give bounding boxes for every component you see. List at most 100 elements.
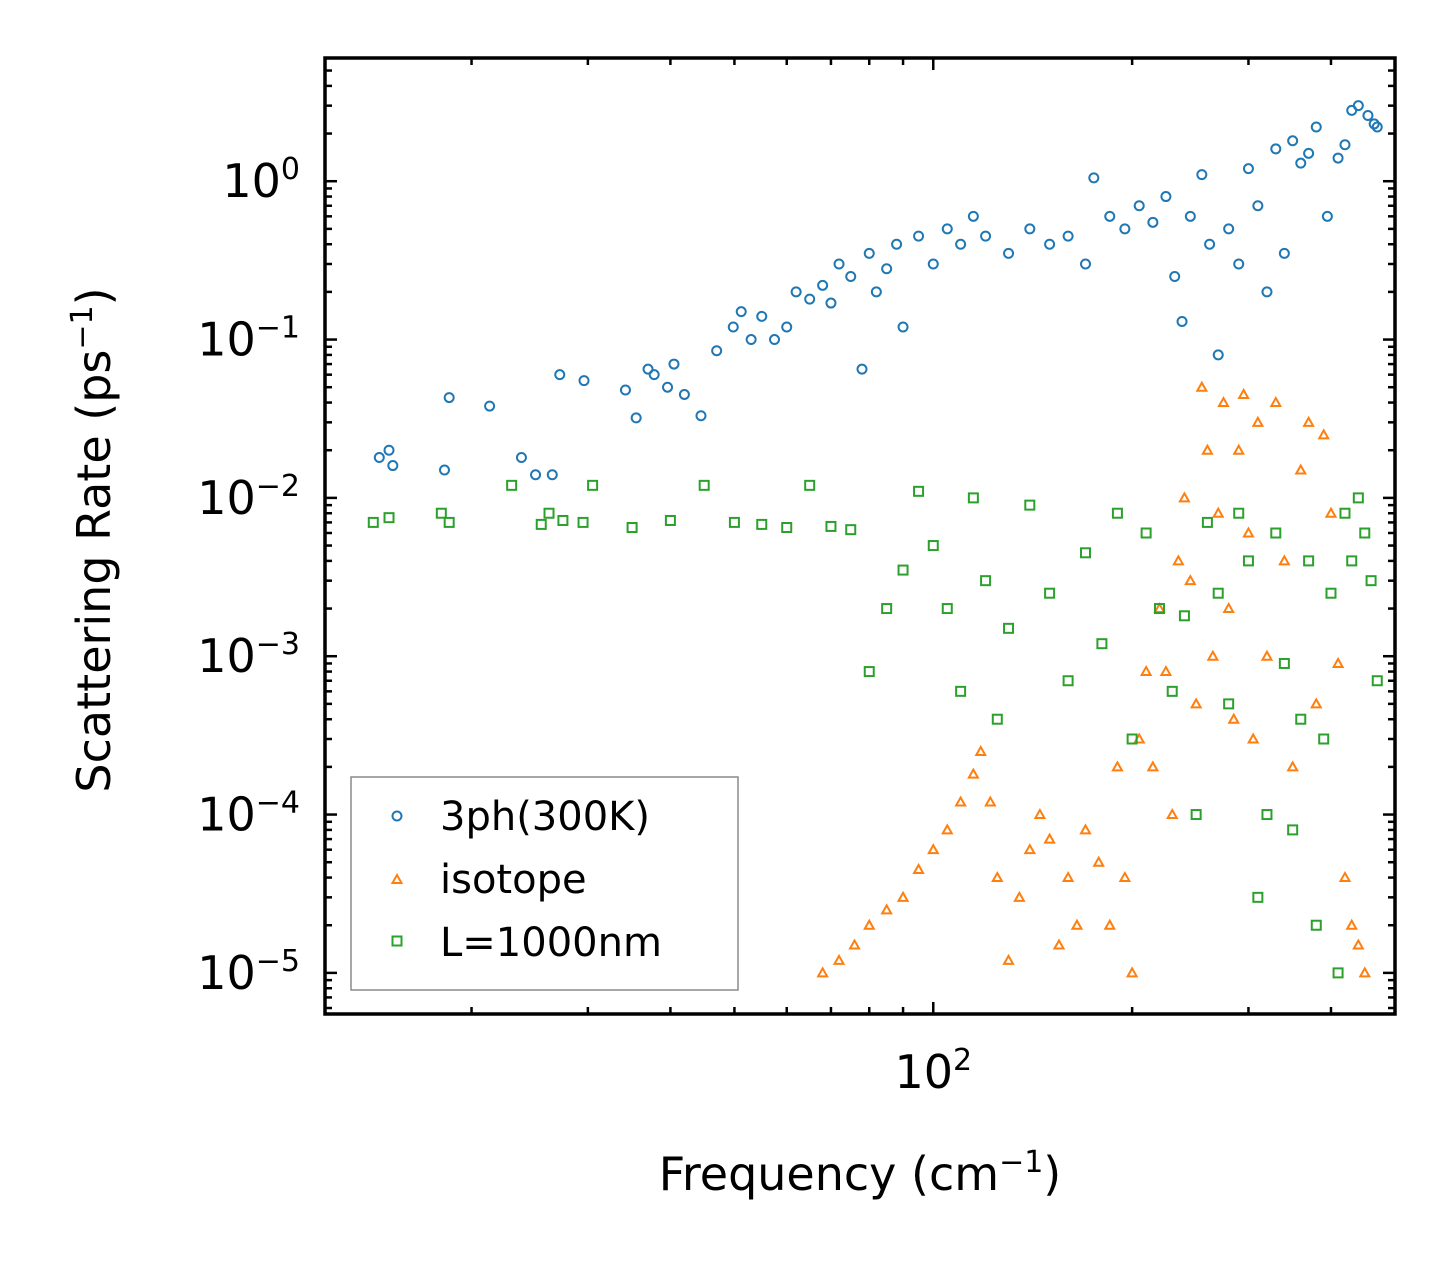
- point-0-28: [817, 279, 829, 291]
- point-0-55: [1169, 271, 1181, 283]
- data-marks: [367, 100, 1383, 979]
- point-1-16: [1023, 843, 1037, 855]
- point-1-23: [1092, 855, 1105, 867]
- point-1-48: [1246, 732, 1260, 744]
- point-1-8: [941, 823, 954, 835]
- point-1-27: [1125, 966, 1139, 978]
- legend-marker-3ph: [391, 810, 403, 822]
- point-2-58: [1339, 507, 1351, 519]
- point-1-44: [1227, 712, 1240, 724]
- point-1-7: [927, 843, 940, 855]
- point-0-1: [387, 460, 399, 472]
- point-2-32: [1062, 675, 1074, 687]
- point-2-2: [435, 507, 447, 519]
- point-1-1: [832, 953, 846, 965]
- point-1-58: [1324, 506, 1338, 518]
- point-2-33: [1080, 547, 1092, 559]
- point-0-13: [642, 363, 654, 375]
- point-2-60: [1352, 492, 1364, 504]
- point-0-57: [1184, 210, 1196, 222]
- point-0-21: [735, 306, 747, 318]
- point-1-19: [1052, 938, 1066, 950]
- point-0-0: [373, 451, 385, 463]
- legend-marker-boundary: [391, 935, 403, 947]
- point-0-69: [1295, 157, 1307, 169]
- point-1-13: [991, 871, 1004, 883]
- point-0-32: [856, 363, 868, 375]
- point-2-16: [804, 479, 816, 491]
- point-1-29: [1139, 665, 1153, 677]
- point-0-59: [1204, 238, 1216, 250]
- point-1-61: [1345, 918, 1358, 930]
- point-1-2: [848, 938, 861, 950]
- point-0-18: [695, 410, 707, 422]
- point-0-25: [781, 321, 793, 333]
- point-1-35: [1178, 491, 1191, 503]
- point-1-22: [1079, 823, 1092, 835]
- y-tick-label: 10−2: [197, 469, 300, 525]
- point-0-8: [546, 469, 558, 481]
- series-0: [373, 100, 1383, 481]
- point-0-40: [941, 223, 953, 235]
- point-1-0: [816, 966, 829, 978]
- point-1-63: [1358, 966, 1371, 978]
- point-1-34: [1172, 554, 1185, 566]
- point-2-20: [881, 603, 893, 615]
- point-0-26: [790, 286, 802, 298]
- point-1-12: [984, 795, 997, 807]
- point-2-52: [1295, 713, 1307, 725]
- point-2-48: [1261, 809, 1273, 821]
- point-2-25: [955, 685, 967, 697]
- point-1-47: [1242, 526, 1255, 538]
- point-1-31: [1153, 602, 1166, 614]
- point-0-7: [530, 469, 542, 481]
- point-1-51: [1269, 396, 1283, 408]
- point-0-49: [1088, 172, 1100, 184]
- point-2-45: [1233, 507, 1245, 519]
- point-1-52: [1278, 554, 1291, 566]
- series-1: [816, 380, 1371, 978]
- series-2: [367, 479, 1383, 979]
- point-2-27: [980, 575, 992, 587]
- legend-box: [350, 776, 739, 991]
- point-0-17: [678, 388, 690, 400]
- point-0-50: [1104, 210, 1116, 222]
- point-2-4: [506, 479, 518, 491]
- point-1-5: [896, 890, 910, 902]
- point-1-11: [974, 745, 987, 757]
- point-1-59: [1331, 656, 1345, 668]
- point-1-42: [1217, 396, 1230, 408]
- y-tick-label: 10−3: [197, 627, 300, 683]
- point-1-6: [912, 862, 925, 874]
- point-1-43: [1222, 602, 1235, 614]
- point-0-19: [711, 345, 723, 357]
- point-2-11: [664, 514, 676, 526]
- point-1-45: [1232, 443, 1245, 455]
- point-2-44: [1223, 698, 1235, 710]
- point-1-30: [1146, 760, 1160, 772]
- point-2-36: [1126, 733, 1138, 745]
- point-2-5: [535, 518, 547, 530]
- point-1-55: [1302, 415, 1315, 427]
- point-1-24: [1103, 918, 1116, 930]
- point-2-26: [967, 492, 979, 504]
- point-2-56: [1325, 587, 1337, 599]
- point-0-20: [727, 321, 739, 333]
- point-0-67: [1278, 247, 1290, 259]
- legend: 3ph(300K) isotope L=1000nm: [350, 776, 739, 991]
- y-axis-title: Scattering Rate (ps−1): [65, 287, 121, 792]
- point-2-30: [1024, 499, 1036, 511]
- point-2-63: [1371, 675, 1383, 687]
- point-0-70: [1303, 147, 1315, 159]
- point-0-35: [881, 263, 893, 275]
- point-1-36: [1184, 574, 1197, 586]
- point-2-37: [1140, 527, 1152, 539]
- axis-ticks: [325, 56, 1397, 1014]
- point-1-46: [1237, 387, 1250, 399]
- point-1-25: [1111, 760, 1124, 772]
- point-0-77: [1362, 110, 1374, 122]
- point-2-9: [587, 479, 599, 491]
- point-0-53: [1147, 216, 1159, 228]
- y-tick-label: 10−1: [197, 311, 300, 367]
